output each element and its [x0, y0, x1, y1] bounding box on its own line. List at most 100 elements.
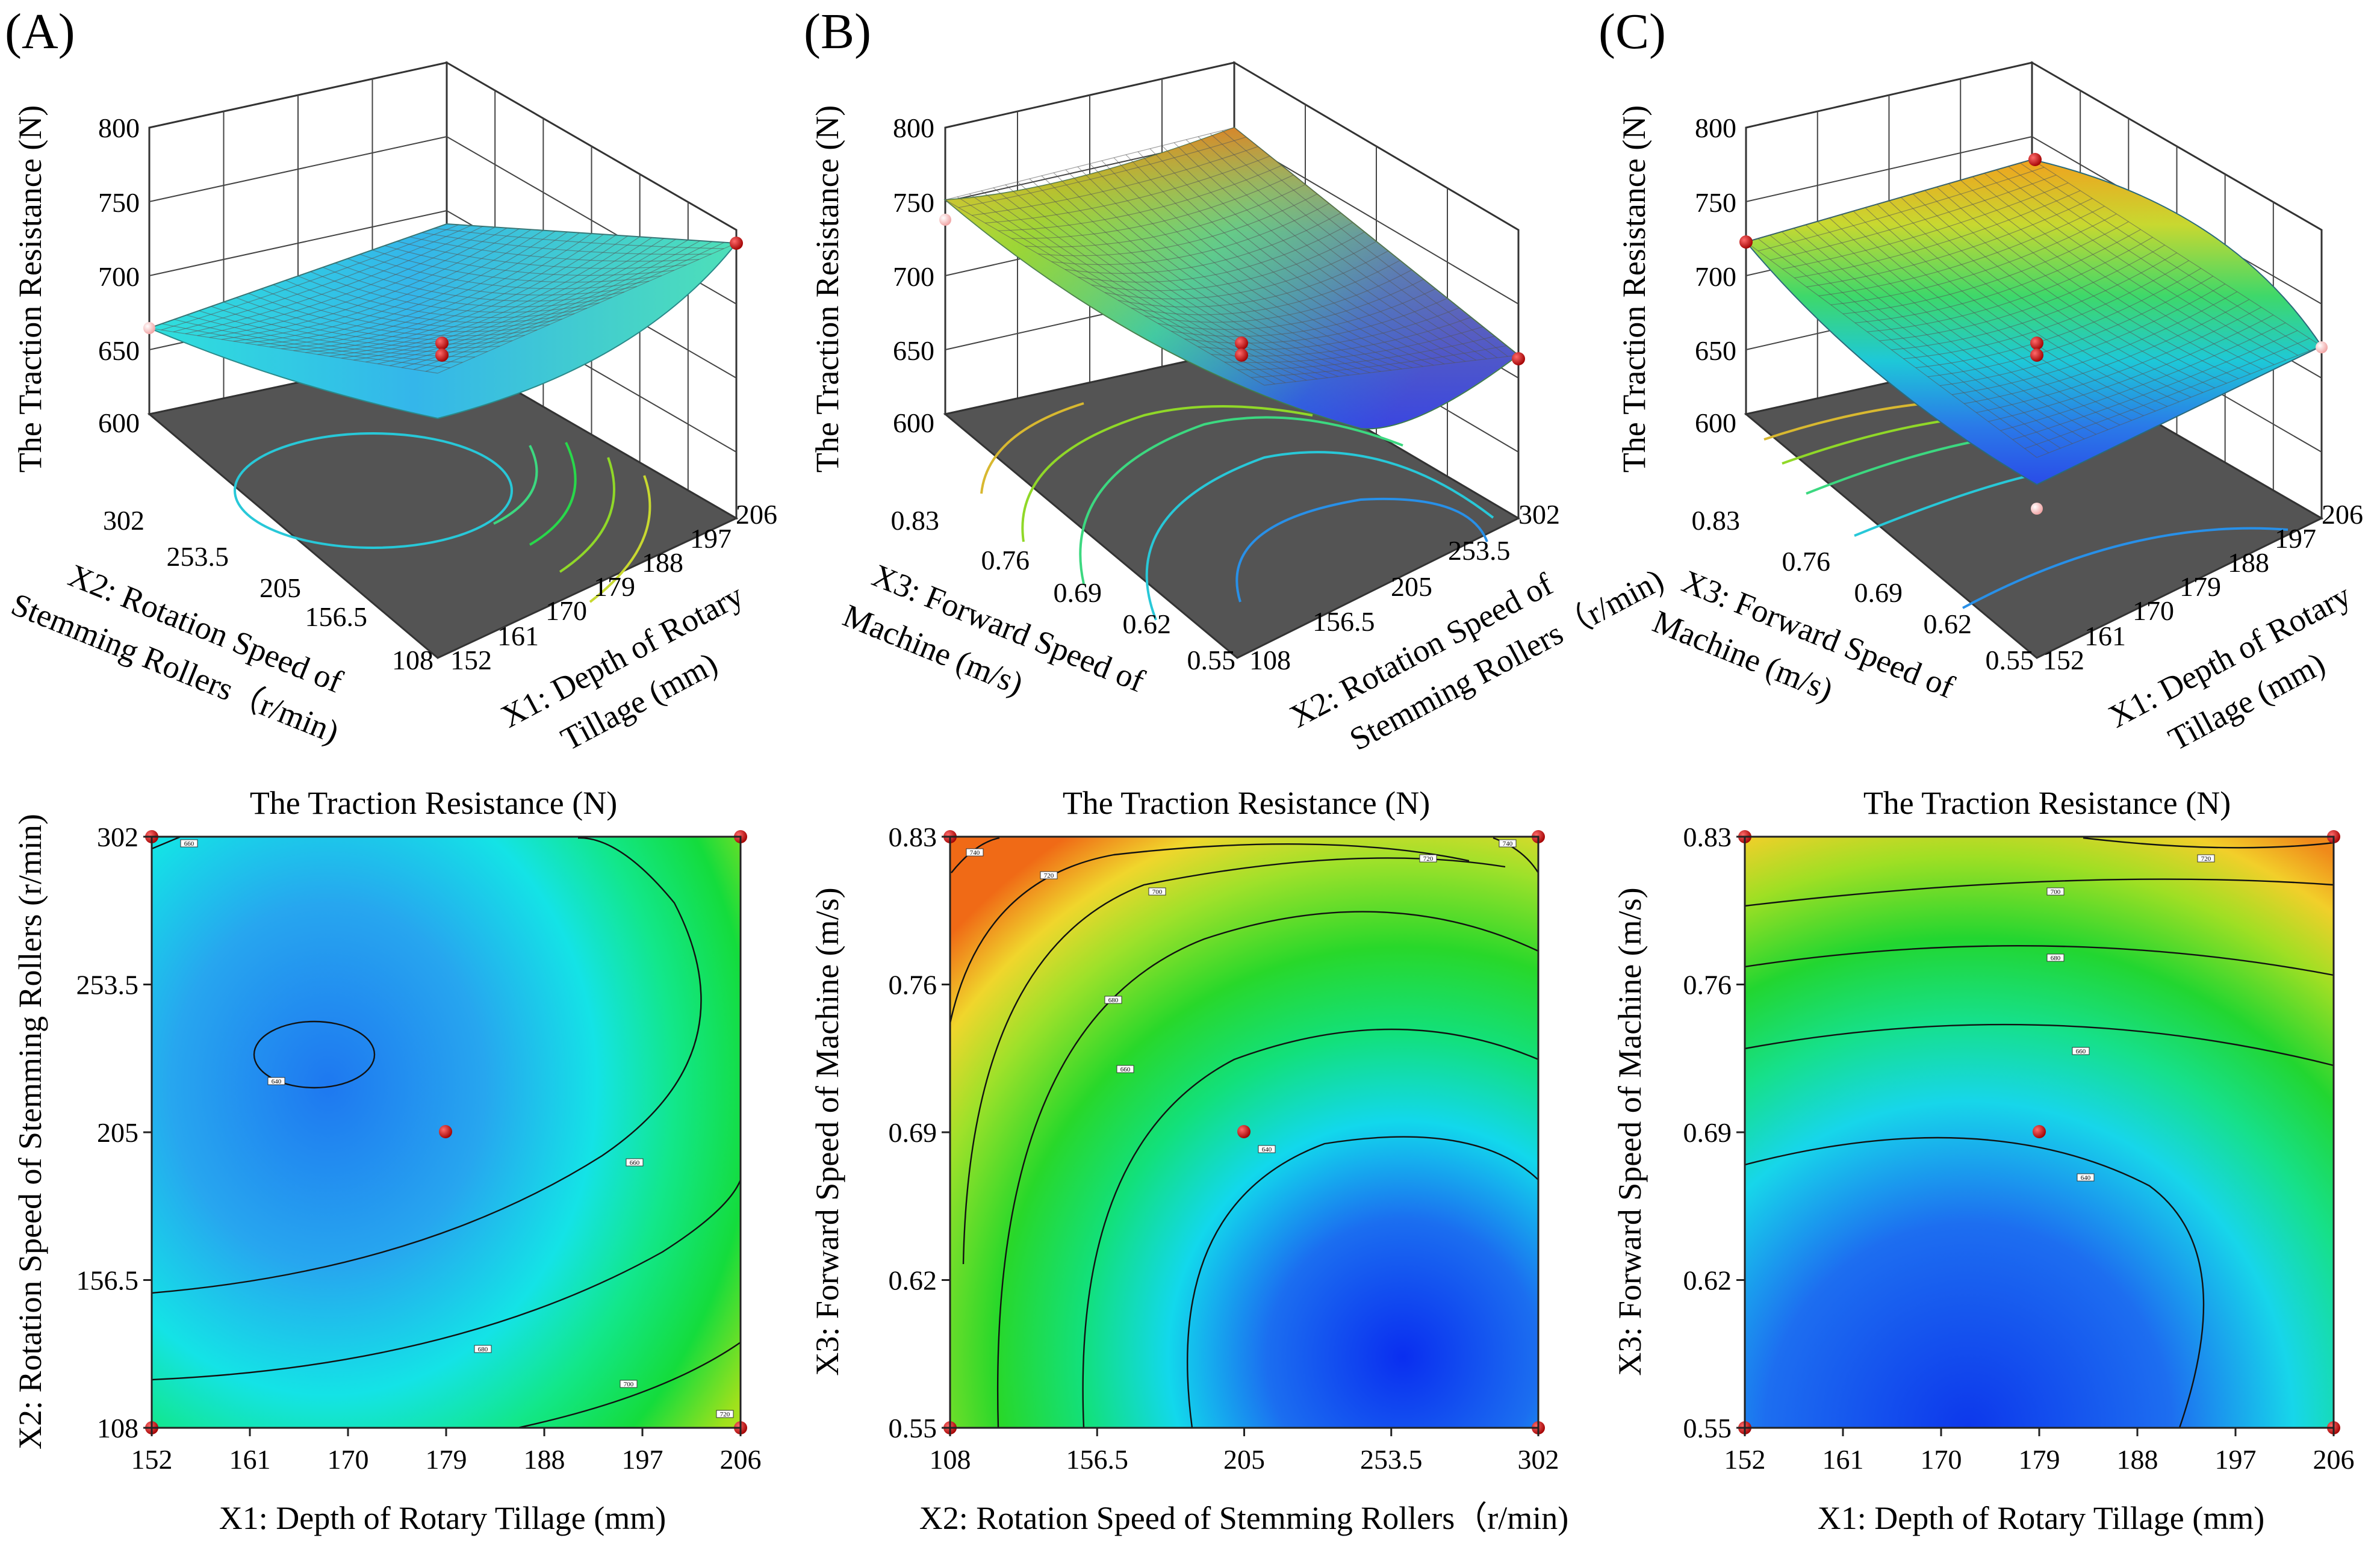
contour-line [1744, 1023, 2334, 1067]
contour-line [962, 857, 1506, 1265]
contour-line [517, 1342, 741, 1429]
x-tick-label: 188 [524, 1444, 565, 1475]
contour-points-a [145, 830, 747, 1434]
mesh-line [1988, 314, 2274, 422]
mesh-line [2000, 322, 2286, 431]
x-ticks-b: 0.83 0.76 0.69 0.62 0.55 [891, 505, 1236, 675]
y-tick-label: 0.69 [889, 1117, 937, 1148]
z-ticks-b: 800 750 700 650 600 [893, 113, 934, 438]
contour-floor-b [943, 350, 1521, 659]
x-tick: 0.55 [1986, 645, 2034, 675]
floor-contours-a [234, 432, 651, 603]
mesh-line [1234, 127, 1519, 356]
contour-labels-a: 660 640 660 680 700 720 [180, 839, 734, 1418]
mesh-line [409, 237, 700, 262]
contour-line [997, 911, 1539, 1428]
y-tick: 253.5 [1448, 535, 1511, 566]
y-tick: 170 [2133, 595, 2174, 626]
mesh-line [401, 240, 701, 368]
x-tick-label: 170 [328, 1444, 369, 1475]
mesh-line [2012, 330, 2298, 440]
panel-label-b: (B) [804, 4, 871, 60]
x-tick: 0.55 [1187, 645, 1236, 675]
z-tick: 650 [893, 335, 934, 366]
y-tick-label: 0.62 [1683, 1265, 1732, 1296]
y-tick: 156.5 [1313, 606, 1375, 637]
z-axis-label-b: The Traction Resistance (N) [809, 105, 845, 473]
contour-title-c: The Traction Resistance (N) [1863, 785, 2231, 821]
x-tick-label: 188 [2117, 1444, 2158, 1475]
y-tick-label: 0.76 [1683, 970, 1732, 1000]
panel-label-a: (A) [5, 4, 75, 60]
contour-label: 720 [1044, 872, 1054, 879]
contour-lines-c [1744, 837, 2334, 1428]
design-point [435, 336, 449, 350]
contour-line [1082, 1028, 1539, 1428]
z-tick: 700 [893, 261, 934, 292]
y-ticks-b: 108 156.5 205 253.5 302 [1249, 499, 1560, 675]
z-tick: 600 [893, 408, 934, 438]
x-tick: 170 [545, 595, 587, 626]
x-axis-label-c: X3: Forward Speed of Machine (m/s) [1648, 559, 1967, 753]
z-tick: 750 [1695, 187, 1736, 218]
y-tick: 206 [2322, 499, 2363, 530]
x-tick: 179 [594, 571, 635, 602]
y-tick: 302 [1518, 499, 1560, 530]
mesh-line [2008, 166, 2298, 356]
x-tick: 0.69 [1854, 577, 1903, 608]
mesh-line [2031, 159, 2322, 347]
design-point [435, 349, 449, 362]
x-tick-label: 197 [2215, 1444, 2257, 1475]
y-axis-label-a: X2: Rotation Speed of Stemming Rollers（r… [7, 541, 362, 750]
mesh-line [1251, 345, 1507, 378]
contour-line [151, 836, 181, 850]
mesh-line [1211, 317, 1471, 357]
z-tick: 650 [98, 335, 140, 366]
surface-plot-c: (C) 800 750 700 650 600 The Traction Res… [1599, 4, 2363, 757]
contour-label: 740 [1503, 840, 1513, 848]
y-tick-label: 302 [97, 822, 138, 852]
contour-label: 640 [1262, 1146, 1272, 1153]
z-ticks-c: 800 750 700 650 600 [1695, 113, 1736, 438]
mesh-line [1237, 335, 1495, 370]
y-tick: 179 [2180, 571, 2221, 602]
x-tick-label: 161 [1822, 1444, 1864, 1475]
design-point [1235, 349, 1248, 362]
z-axis-label-a: The Traction Resistance (N) [12, 105, 48, 473]
mesh-line [1210, 133, 1498, 358]
y-tick-label: 0.83 [1683, 822, 1732, 852]
design-point [730, 237, 743, 250]
x-ticks-c: 0.83 0.76 0.69 0.62 0.55 [1692, 505, 2034, 675]
mesh-line [434, 228, 724, 249]
z-tick: 600 [1695, 408, 1736, 438]
x-axis-label-b: X3: Forward Speed of Machine (m/s) [838, 553, 1157, 747]
design-point [143, 322, 155, 334]
y-tick-label: 0.69 [1683, 1117, 1732, 1148]
x-tick-label: 152 [1724, 1444, 1766, 1475]
x-tick: 0.62 [1924, 609, 1972, 639]
x-tick-label: 161 [229, 1444, 271, 1475]
x-tick: 0.76 [1782, 546, 1831, 577]
contour-label: 720 [2201, 855, 2211, 863]
design-point [1235, 336, 1248, 350]
contour-plot-a: The Traction Resistance (N) 660 640 660 … [12, 785, 762, 1536]
surface-plot-b: (B) 800 750 700 650 600 The Traction Res… [804, 4, 1670, 757]
x-tick: 152 [450, 645, 492, 675]
x-tick: 188 [642, 547, 683, 578]
y-tick: 197 [2275, 523, 2316, 554]
y-tick: 108 [392, 645, 433, 675]
y-tick-label: 0.76 [889, 970, 937, 1000]
x-tick-label: 179 [426, 1444, 467, 1475]
y-tick: 302 [103, 505, 144, 536]
y-ticks-a: 302 253.5 205 156.5 108 [103, 505, 433, 675]
mesh-line [425, 242, 725, 372]
mesh-line [2024, 338, 2310, 449]
contour-label: 700 [624, 1381, 634, 1388]
contour-label: 680 [1108, 997, 1119, 1004]
y-tick: 253.5 [167, 541, 229, 572]
contour-label: 720 [720, 1411, 730, 1418]
contour-label: 660 [184, 840, 194, 848]
y-tick: 108 [1249, 645, 1291, 675]
contour-label: 660 [630, 1159, 640, 1167]
contour-line [1744, 945, 2334, 976]
